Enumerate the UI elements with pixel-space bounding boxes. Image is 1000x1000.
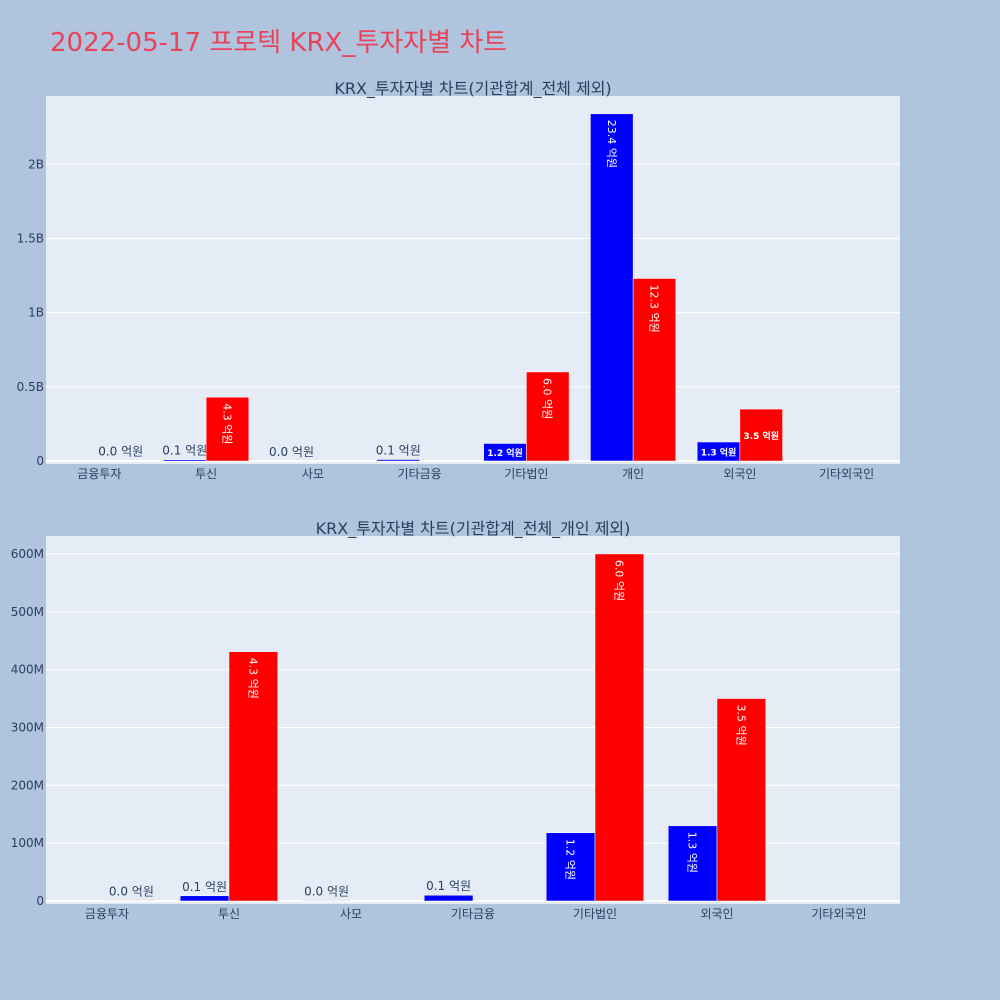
y-tick-label: 600M: [11, 547, 44, 561]
x-tick-label: 사모: [302, 467, 324, 481]
bar-data-label: 4.3 억원: [246, 658, 259, 699]
bar-data-label: 12.3 억원: [647, 285, 660, 333]
bar: [590, 113, 634, 462]
plot-area: [46, 96, 900, 464]
bar: [545, 832, 596, 902]
x-tick-label: 외국인: [700, 907, 733, 921]
bar: [179, 895, 230, 902]
x-tick-label: 기타법인: [573, 907, 617, 921]
bar-data-label: 3.5 억원: [734, 705, 747, 746]
x-tick-label: 기타금융: [398, 467, 442, 481]
bar: [526, 371, 570, 462]
bar: [667, 825, 718, 902]
y-tick-label: 0.5B: [17, 380, 44, 394]
chart-top: 0 0.5B 1B 1.5B 2B KRX_투자자별 차트(기관합계_전체 제외) 금융투자…: [17, 79, 900, 481]
bar: [716, 698, 767, 902]
x-tick-label: 투신: [195, 467, 217, 481]
y-tick-label: 100M: [11, 836, 44, 850]
bar: [632, 278, 677, 462]
x-tick-label: 기타외국인: [811, 907, 866, 921]
bar: [106, 900, 157, 902]
bar: [163, 459, 207, 462]
bar-data-label: 1.2 억원: [487, 447, 523, 459]
chart-title: KRX_투자자별 차트(기관합계_전체_개인 제외): [316, 519, 631, 539]
bar-data-label: 4.3 억원: [220, 403, 233, 444]
bar-data-label: 6.0 억원: [541, 378, 554, 419]
y-tick-label: 400M: [11, 663, 44, 677]
bar-data-label: 0.0 억원: [98, 445, 143, 459]
bar: [301, 900, 352, 902]
page-title: 2022-05-17 프로텍 KRX_투자자별 차트: [50, 28, 508, 58]
x-tick-label: 사모: [340, 907, 362, 921]
bar: [594, 553, 645, 902]
bar-data-label: 0.0 억원: [269, 445, 314, 459]
y-tick-label: 1.5B: [17, 231, 44, 245]
bar-data-label: 3.5 억원: [743, 430, 779, 442]
x-tick-label: 개인: [622, 467, 644, 481]
bar-data-label: 1.3 억원: [701, 447, 737, 459]
x-tick-label: 금융투자: [77, 467, 121, 481]
plot-area: [46, 536, 900, 904]
x-tick-label: 기타금융: [451, 907, 495, 921]
bar-data-label: 0.1 억원: [426, 879, 471, 893]
bar-data-label: 23.4 억원: [605, 120, 618, 168]
y-tick-label: 200M: [11, 778, 44, 792]
bar: [423, 894, 474, 902]
bar: [205, 396, 250, 462]
bar-data-label: 1.3 억원: [686, 832, 699, 873]
bar-data-label: 1.2 억원: [564, 839, 577, 880]
chart-bottom: 0 100M 200M 300M 400M 500M 600M KRX_투자자별 차트(기관합…: [11, 519, 900, 921]
bar: [228, 651, 279, 902]
y-tick-label: 0: [36, 454, 44, 468]
bar-data-label: 0.1 억원: [162, 444, 207, 458]
x-tick-label: 기타법인: [504, 467, 548, 481]
y-tick-label: 0: [36, 894, 44, 908]
bar-data-label: 0.1 억원: [182, 880, 227, 894]
bar-data-label: 6.0 억원: [612, 560, 625, 601]
x-tick-label: 기타외국인: [819, 467, 874, 481]
bar: [376, 459, 420, 462]
y-tick-label: 300M: [11, 720, 44, 734]
y-tick-label: 1B: [28, 306, 44, 320]
bar: [739, 408, 783, 462]
x-tick-label: 외국인: [723, 467, 756, 481]
y-tick-label: 2B: [28, 157, 44, 171]
x-tick-label: 투신: [218, 907, 240, 921]
x-tick-label: 금융투자: [85, 907, 129, 921]
y-tick-label: 500M: [11, 605, 44, 619]
bar-data-label: 0.0 억원: [109, 884, 154, 898]
bar-data-label: 0.0 억원: [304, 884, 349, 898]
bar-data-label: 0.1 억원: [376, 444, 421, 458]
chart-title: KRX_투자자별 차트(기관합계_전체 제외): [334, 79, 611, 99]
